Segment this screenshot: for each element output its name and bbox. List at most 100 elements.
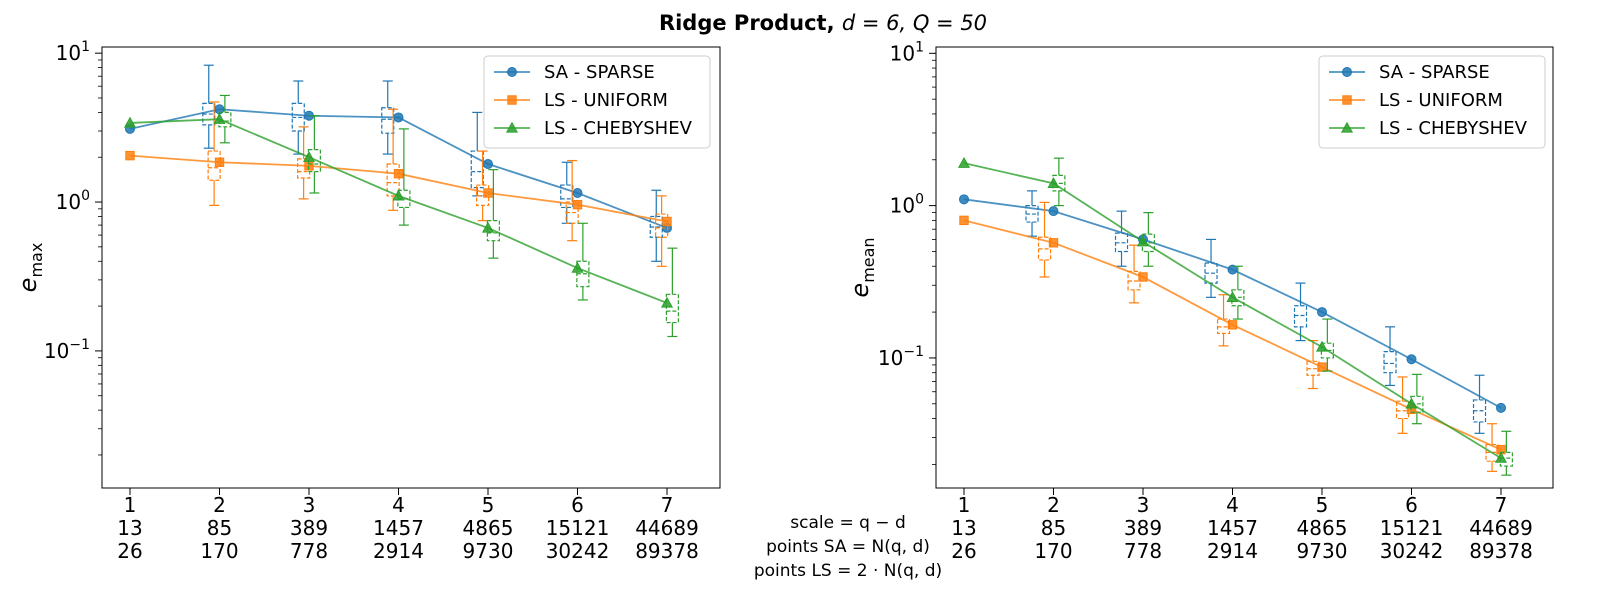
box-body [560,184,574,209]
series-ls-uniform [959,201,1506,472]
box-plot [1025,190,1039,237]
box-body [381,107,395,134]
box-body [470,150,484,189]
x-tick-label: 2914 [373,539,424,563]
data-point [1136,235,1150,247]
x-tick-label: 5 [1316,493,1329,517]
data-point [959,194,969,205]
data-point [483,159,493,170]
data-point [123,116,137,128]
data-point [1047,177,1060,189]
box-plot [1383,326,1397,387]
box-body [386,163,400,197]
legend-entry-sa-sparse: SA - SPARSE [1329,62,1490,83]
x-tick-label: 44689 [635,516,699,540]
legend: SA - SPARSE LS - UNIFORM LS - CHEBYSHEV [483,55,711,149]
legend-marker [1340,121,1354,133]
box-body [1410,395,1424,413]
points-sa-label: points SA = N(q, d) [766,537,930,557]
legend-label: LS - CHEBYSHEV [1379,118,1528,139]
y-axis-label: emean [846,237,878,297]
x-tick-label: 26 [951,539,976,563]
x-tick-label: 89378 [635,539,699,563]
data-point [1226,291,1239,302]
x-tick-label: 2 [1047,493,1060,517]
data-point [572,188,583,199]
box-plot [649,189,663,262]
box-body [1320,342,1334,359]
legend-entry-sa-sparse: SA - SPARSE [494,62,655,83]
x-tick-label: 170 [1034,539,1072,563]
box-plot [476,150,490,222]
data-point [662,216,672,227]
box-plot [665,247,679,338]
box-body [1052,174,1066,192]
data-point [1317,362,1327,372]
legend-label: LS - UNIFORM [1379,90,1503,111]
y-tick-label: 101 [56,39,90,65]
box-plot [1204,238,1218,298]
shared-x-axis-labels: scale = q − d points SA = N(q, d) points… [754,513,942,581]
legend-entry-ls-uniform: LS - UNIFORM [1329,90,1503,111]
x-tick-label: 9730 [1297,539,1348,563]
data-point [302,150,316,162]
legend-box [1318,55,1546,149]
x-tick-label: 1457 [373,516,424,540]
x-tick-label: 6 [571,493,584,517]
box-plot [397,128,411,226]
x-tick-label: 89378 [1469,539,1533,563]
series-sa-sparse [959,190,1506,434]
data-point [1405,397,1418,409]
x-tick-label: 15121 [1380,516,1444,540]
x-tick-label: 13 [117,516,142,540]
data-point [392,189,405,201]
x-tick-label: 389 [1124,516,1162,540]
box-plot [1052,157,1066,207]
x-tick-label: 3 [1137,493,1150,517]
legend: SA - SPARSE LS - UNIFORM LS - CHEBYSHEV [1318,55,1546,149]
x-tick-label: 4 [1226,493,1239,517]
box-plot [470,111,484,197]
x-tick-label: 13 [951,516,976,540]
x-tick-label: 778 [290,539,328,563]
legend-label: SA - SPARSE [1379,62,1490,83]
x-tick-label: 6 [1405,493,1418,517]
legend-label: SA - SPARSE [544,62,655,83]
box-body [1037,236,1052,261]
y-tick-label: 10−1 [878,344,924,370]
box-plot [486,169,500,259]
data-point [1138,272,1148,282]
legend-entry-ls-chebyshev: LS - CHEBYSHEV [1329,118,1528,139]
series-line [129,154,668,223]
data-point [125,150,135,161]
x-tick-label: 2 [213,493,226,517]
box-body [1216,318,1231,334]
box-plot [1037,201,1052,278]
figure-title-bold: Ridge Product, [659,11,842,35]
x-tick-label: 30242 [546,539,610,563]
data-point [572,199,583,210]
series-ls-chebyshev [123,94,679,338]
x-tick-label: 389 [290,516,328,540]
data-point [1048,238,1059,248]
data-point [957,156,971,168]
plot-frame [101,46,721,489]
x-tick-label: 30242 [1380,539,1444,563]
series-ls-uniform [125,101,672,267]
box-body [1383,351,1397,374]
data-point [214,157,225,167]
legend-label: LS - UNIFORM [544,90,668,111]
box-body [476,184,490,206]
points-ls-label: points LS = 2 · N(q, d) [754,561,942,581]
data-point [660,296,674,308]
box-plot [1114,210,1129,267]
x-tick-label: 4 [392,493,405,517]
y-tick-label: 10−1 [44,337,90,363]
legend-marker [507,95,517,105]
data-point [1048,206,1059,217]
data-point [481,221,495,233]
box-plot [560,161,574,224]
scale-label: scale = q − d [790,513,906,533]
